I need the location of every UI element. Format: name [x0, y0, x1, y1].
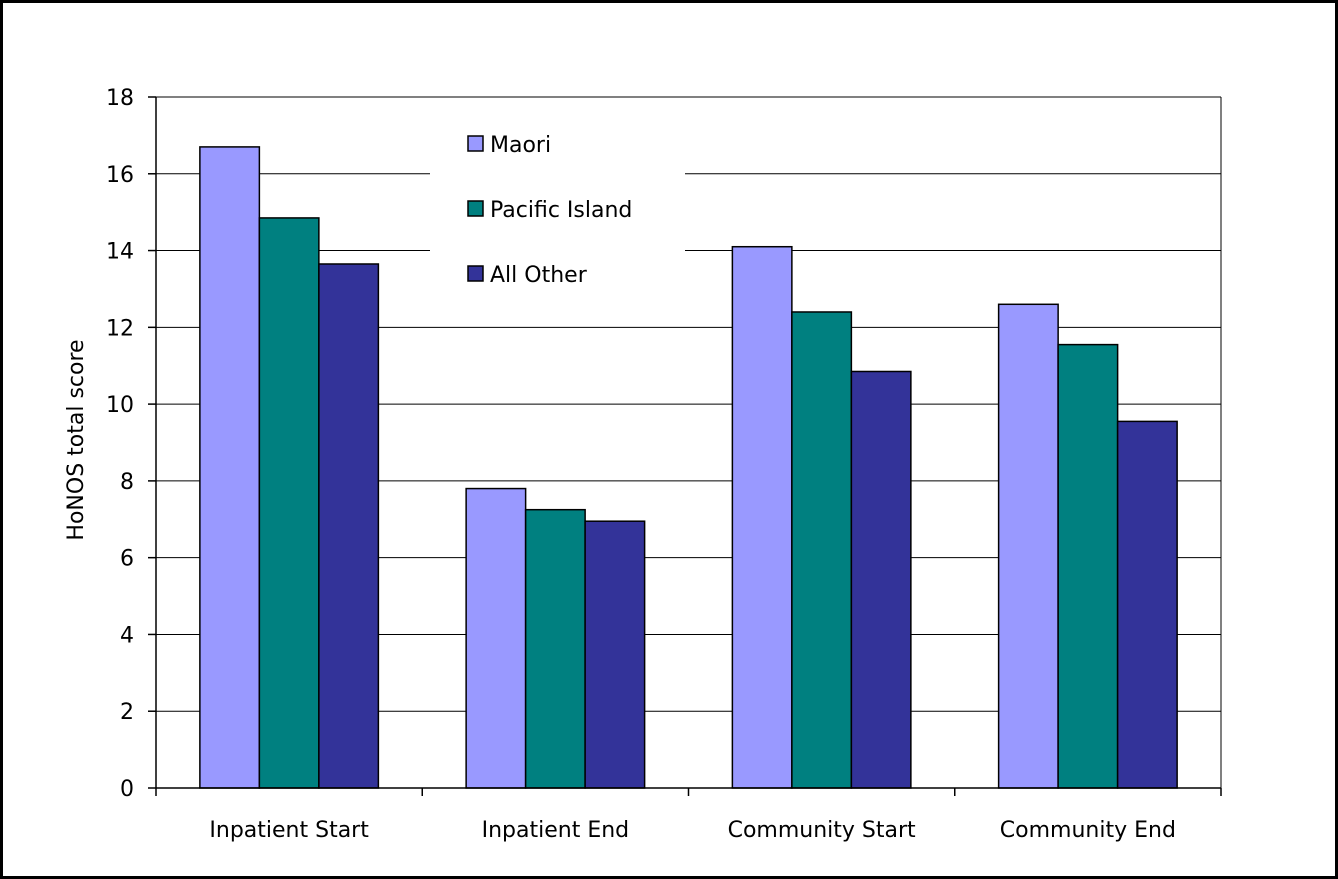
bar-maori — [732, 247, 792, 788]
y-tick-label: 4 — [120, 623, 134, 648]
bar-maori — [999, 304, 1059, 788]
y-tick-label: 6 — [120, 547, 134, 572]
bar-pacific-island — [1058, 345, 1118, 788]
y-tick-label: 8 — [120, 470, 134, 495]
y-tick-label: 2 — [120, 700, 134, 725]
y-tick-label: 16 — [106, 163, 134, 188]
y-axis-label: HoNOS total score — [64, 339, 89, 540]
bar-all-other — [319, 264, 379, 788]
x-tick-label: Inpatient Start — [209, 818, 369, 843]
bar-all-other — [1118, 421, 1178, 788]
legend-swatch — [468, 136, 483, 151]
y-tick-label: 18 — [106, 86, 134, 111]
y-tick-label: 0 — [120, 777, 134, 802]
bar-maori — [466, 489, 526, 788]
legend-swatch — [468, 201, 483, 216]
bar-all-other — [585, 521, 645, 788]
y-tick-label: 14 — [106, 240, 134, 265]
x-tick-label: Inpatient End — [482, 818, 630, 843]
legend-label: Maori — [490, 133, 551, 158]
bar-maori — [200, 147, 260, 788]
bar-all-other — [851, 371, 911, 788]
legend-swatch — [468, 266, 483, 281]
legend-label: Pacific Island — [490, 198, 632, 223]
legend-label: All Other — [490, 263, 588, 288]
y-tick-label: 10 — [106, 393, 134, 418]
bar-pacific-island — [526, 510, 586, 788]
legend: Maori Pacific Island All Other — [430, 112, 685, 302]
bar-pacific-island — [259, 218, 319, 788]
y-tick-label: 12 — [106, 316, 134, 341]
x-tick-label: Community Start — [728, 818, 916, 843]
bar-pacific-island — [792, 312, 852, 788]
x-tick-label: Community End — [1000, 818, 1176, 843]
